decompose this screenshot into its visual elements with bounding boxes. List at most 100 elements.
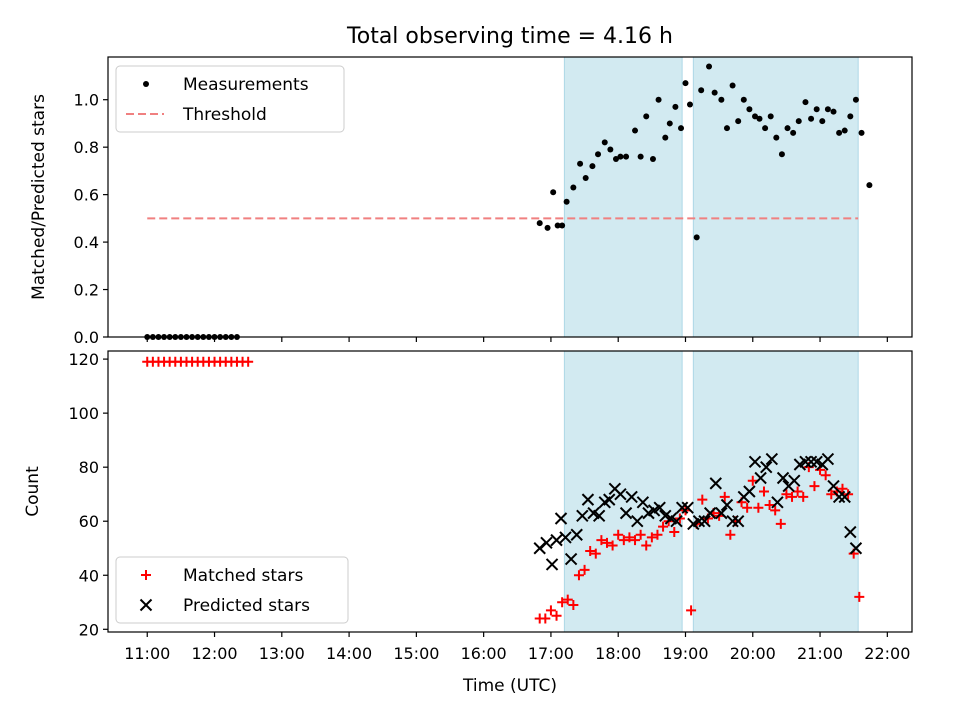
data-point: [544, 224, 551, 231]
x-tick-label: 16:00: [461, 644, 507, 663]
data-point: [743, 485, 756, 498]
data-point: [557, 597, 568, 608]
data-point: [630, 535, 641, 546]
data-point: [585, 545, 596, 556]
data-point: [603, 493, 616, 506]
data-point: [709, 477, 722, 490]
data-point: [813, 106, 820, 113]
data-point: [767, 113, 774, 120]
data-point: [670, 515, 683, 528]
panel-ratio: 0.0 0.2 0.4 0.6 0.8 1.0 Matched/Predicted star…: [29, 56, 913, 347]
legend: Measurements Threshold: [115, 65, 345, 133]
data-point: [623, 153, 630, 160]
data-point: [841, 127, 848, 134]
data-point: [686, 101, 693, 108]
data-point: [596, 535, 607, 546]
data-point: [540, 536, 553, 550]
legend-handle: [143, 81, 149, 87]
data-point: [758, 486, 769, 497]
data-point: [844, 525, 857, 539]
data-point: [592, 509, 606, 523]
data-point: [756, 115, 763, 122]
data-point: [550, 189, 557, 196]
data-point: [612, 156, 619, 163]
data-point: [686, 605, 697, 616]
data-point: [753, 502, 764, 513]
data-point: [778, 151, 785, 158]
data-point: [669, 527, 680, 538]
data-point: [771, 496, 784, 509]
data-point: [838, 490, 851, 504]
data-point: [715, 506, 728, 520]
data-point: [590, 548, 601, 559]
series-predicted-stars: [533, 452, 863, 571]
data-point: [666, 120, 673, 127]
data-point: [746, 106, 753, 113]
data-point: [570, 184, 577, 191]
data-point: [672, 103, 679, 110]
data-point: [740, 96, 747, 103]
data-point: [720, 498, 734, 512]
y-tick-label: 100: [68, 404, 99, 423]
data-point: [742, 502, 753, 513]
data-point: [748, 455, 762, 468]
data-point: [697, 494, 708, 505]
data-point: [618, 535, 629, 546]
data-point: [564, 552, 578, 566]
legend-label: Matched stars: [183, 566, 303, 586]
data-point: [607, 540, 618, 551]
data-point: [693, 234, 700, 241]
data-point: [536, 220, 543, 227]
data-point: [637, 153, 644, 160]
legend-box: [115, 65, 345, 133]
data-point: [631, 515, 644, 528]
data-point: [551, 610, 562, 621]
series-matched-stars: [142, 356, 865, 624]
y-tick-label: 80: [79, 458, 99, 477]
data-point: [632, 127, 639, 134]
data-point: [576, 509, 589, 523]
data-point: [562, 594, 573, 605]
data-point: [589, 163, 596, 170]
data-point: [820, 470, 831, 481]
data-point: [765, 452, 779, 466]
data-point: [858, 129, 865, 136]
data-point: [662, 134, 669, 141]
data-point: [775, 518, 786, 529]
data-point: [799, 455, 812, 468]
data-point: [681, 501, 694, 514]
x-tick-label: 15:00: [393, 644, 439, 663]
data-point: [675, 501, 689, 514]
data-point: [832, 490, 846, 504]
x-tick-label: 17:00: [528, 644, 574, 663]
data-point: [770, 505, 781, 516]
data-point: [641, 540, 652, 551]
data-point: [731, 515, 745, 528]
data-point: [847, 113, 854, 120]
data-point: [804, 455, 818, 468]
data-point: [573, 570, 584, 581]
y-tick-label: 60: [79, 512, 99, 531]
plot-frame: [107, 56, 913, 338]
y-tick-label: 0.2: [74, 281, 99, 300]
data-point: [729, 82, 736, 89]
legend: Matched stars Predicted stars: [115, 556, 349, 624]
data-point: [830, 108, 837, 115]
data-point: [787, 491, 798, 502]
legend-handle: [139, 598, 153, 612]
data-point: [821, 452, 835, 466]
data-point: [545, 605, 556, 616]
data-point: [698, 515, 711, 528]
data-point: [563, 198, 570, 205]
data-point: [764, 500, 775, 511]
data-point: [579, 564, 590, 575]
data-point: [545, 558, 559, 571]
data-point: [619, 506, 633, 520]
data-point: [698, 87, 705, 94]
data-point: [752, 113, 759, 120]
data-point: [617, 153, 624, 160]
data-point: [613, 529, 624, 540]
data-point: [711, 89, 718, 96]
legend-box: [115, 556, 349, 624]
